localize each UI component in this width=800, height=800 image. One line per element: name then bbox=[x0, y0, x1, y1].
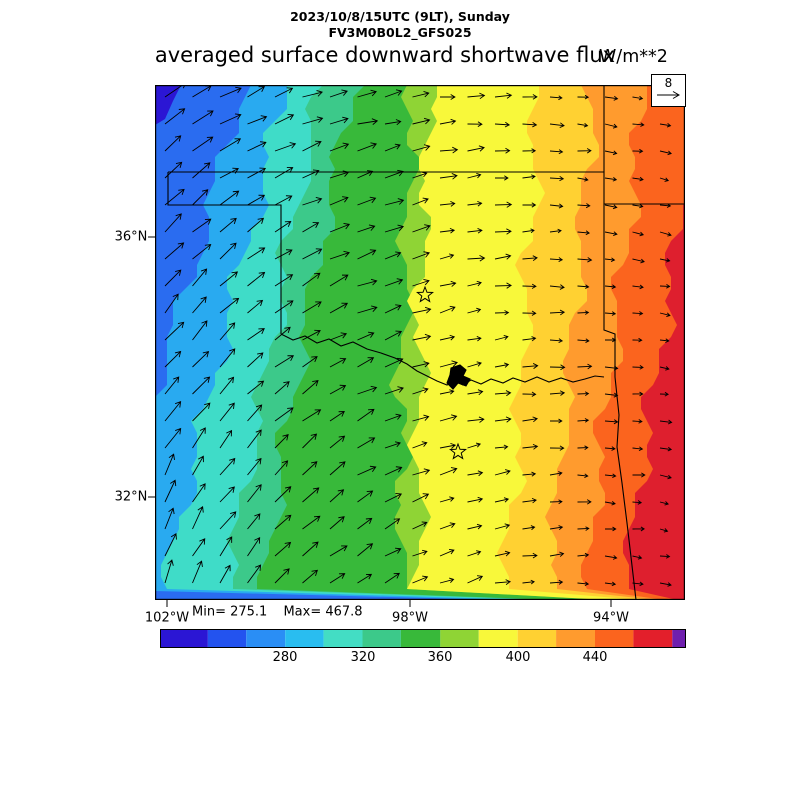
title-main: averaged surface downward shortwave flux bbox=[154, 43, 616, 67]
map-plot bbox=[148, 85, 685, 607]
min-value: Min= 275.1 bbox=[192, 604, 268, 620]
max-value: Max= 467.8 bbox=[283, 604, 363, 620]
map-frame bbox=[155, 85, 685, 600]
map-svg bbox=[148, 85, 685, 607]
state-borders-layer bbox=[167, 85, 685, 600]
colorbar-tick-label: 320 bbox=[350, 650, 376, 665]
minmax-stats: Min= 275.1 Max= 467.8 bbox=[192, 605, 363, 620]
flux-bands-layer bbox=[155, 85, 685, 600]
colorbar-svg bbox=[160, 629, 686, 648]
lat-label-36n: 36°N bbox=[114, 229, 148, 245]
lon-label-102w: 102°W bbox=[144, 610, 190, 626]
colorbar-tick-label: 400 bbox=[505, 650, 531, 665]
lon-label-94w: 94°W bbox=[593, 610, 629, 626]
units-label: W/m**2 bbox=[599, 47, 668, 67]
station-stars bbox=[416, 285, 467, 460]
lat-label-32n: 32°N bbox=[114, 489, 148, 505]
axis-ticks bbox=[148, 236, 612, 607]
title-datetime: 2023/10/8/15UTC (9LT), Sunday bbox=[290, 9, 510, 24]
colorbar bbox=[160, 629, 686, 648]
title-model: FV3M0B0L2_GFS025 bbox=[328, 25, 472, 40]
right-arrow-icon bbox=[657, 91, 680, 99]
colorbar-tick-label: 440 bbox=[582, 650, 608, 665]
reference-vector-value: 8 bbox=[664, 76, 673, 90]
reference-vector-box: 8 bbox=[651, 74, 686, 107]
lon-label-98w: 98°W bbox=[392, 610, 428, 626]
colorbar-tick-label: 360 bbox=[427, 650, 453, 665]
colorbar-tick-label: 280 bbox=[272, 650, 298, 665]
wind-vectors-layer bbox=[164, 85, 673, 587]
